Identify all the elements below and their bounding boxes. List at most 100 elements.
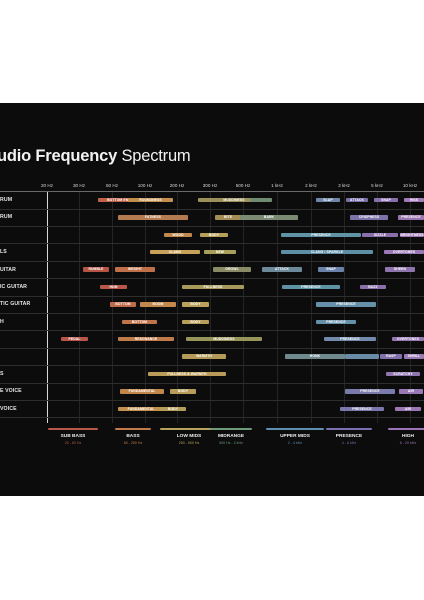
frequency-tick-label: 30 Hz: [72, 183, 86, 188]
frequency-tick-label: 20 Hz: [40, 183, 54, 188]
frequency-band: FUNDAMENTAL: [120, 389, 164, 394]
category-range: 6 - 20 kHz: [399, 441, 417, 446]
frequency-gridline: [177, 191, 178, 423]
frequency-band: BODY: [160, 406, 186, 412]
category-midrange: MIDRANGE 500 Hz - 2 kHz: [210, 428, 252, 445]
frequency-band: SNAP: [318, 267, 344, 272]
instrument-label: VOICE: [0, 405, 17, 412]
category-color-bar: [266, 428, 324, 431]
category-color-bar: [160, 428, 218, 431]
frequency-band: CLANG: [150, 249, 200, 255]
frequency-band: HUM: [100, 284, 127, 290]
category-color-bar: [210, 428, 252, 431]
frequency-band: SHEEN: [385, 267, 415, 272]
row-divider: [0, 278, 424, 279]
category-range: 2 - 4 kHz: [287, 441, 303, 446]
frequency-band: HISS: [404, 197, 424, 203]
frequency-band: BODY: [182, 302, 209, 307]
frequency-band: ATTACK: [346, 197, 368, 203]
frequency-band: FULLNESS & WARMTH: [148, 371, 226, 377]
instrument-label: LS: [0, 249, 7, 256]
frequency-band: GROWL: [213, 267, 251, 272]
category-color-bar: [388, 428, 424, 431]
frequency-band: PEDAL: [61, 336, 88, 342]
row-divider: [0, 312, 424, 314]
row-divider: [0, 225, 424, 227]
title-bold: udio Frequency: [0, 147, 118, 165]
category-range: 500 Hz - 2 kHz: [219, 441, 243, 446]
frequency-band: PRESENCE: [281, 232, 361, 238]
instrument-label: S: [0, 371, 4, 377]
category-color-bar: [48, 428, 98, 431]
instrument-label: RUM: [0, 214, 13, 221]
frequency-tick-label: 1 kHz: [271, 183, 283, 188]
frequency-band: WARMTH: [182, 354, 226, 359]
frequency-tick-label: 200 Hz: [169, 183, 185, 188]
frequency-tick-label: 5 kHz: [371, 183, 383, 188]
frequency-gridline: [210, 191, 211, 423]
poster-title: udio Frequency Spectrum: [0, 147, 191, 166]
category-range: 4 - 6 kHz: [341, 441, 357, 446]
row-divider: [0, 260, 424, 262]
frequency-band: SCRATCHY: [386, 371, 420, 377]
frequency-band: BITE: [215, 215, 241, 220]
frequency-gridline: [277, 191, 278, 423]
frequency-band: PRESENCE: [345, 389, 395, 394]
frequency-band: FATNESS: [118, 215, 188, 220]
category-sub-bass: SUB BASS 20 - 60 Hz: [48, 428, 98, 445]
frequency-band: WOOD: [164, 232, 192, 238]
instrument-label: IC GUITAR: [0, 284, 28, 290]
frequency-tick-label: 10 kHz: [402, 183, 418, 188]
frequency-tick-label: 3 kHz: [338, 183, 350, 188]
frequency-gridline: [311, 191, 312, 423]
instrument-label: TIC GUITAR: [0, 301, 31, 308]
category-range: 60 - 250 Hz: [123, 441, 143, 446]
category-upper-mids: UPPER MIDS 2 - 4 kHz: [266, 428, 324, 445]
frequency-band: BOTTOM: [110, 302, 136, 307]
row-divider: [0, 365, 424, 366]
category-range: 250 - 500 Hz: [178, 441, 200, 446]
category-name: MIDRANGE: [217, 434, 245, 440]
frequency-band: RASP: [380, 354, 402, 359]
row-divider: [0, 382, 424, 384]
row-divider: [0, 399, 424, 401]
frequency-band: RUMBLE: [83, 267, 109, 272]
frequency-band: FULLNESS: [182, 284, 244, 290]
instrument-label: UITAR: [0, 266, 16, 273]
category-color-bar: [326, 428, 372, 431]
frequency-band: SNAP: [374, 197, 398, 203]
row-divider: [0, 243, 424, 244]
frequency-gridline: [112, 191, 113, 423]
frequency-band: FUNDAMENTAL: [118, 406, 164, 412]
instrument-label: E VOICE: [0, 388, 22, 395]
row-divider: [0, 208, 424, 210]
category-name: PRESENCE: [335, 434, 363, 440]
frequency-band: BARK: [240, 215, 298, 220]
row-divider: [0, 347, 424, 349]
frequency-band: PRESENCE: [316, 302, 376, 307]
frequency-band: SIZZLE: [362, 232, 398, 238]
category-presence: PRESENCE 4 - 6 kHz: [326, 428, 372, 445]
category-name: HIGH: [402, 434, 414, 440]
row-divider: [0, 295, 424, 297]
frequency-gridline: [377, 191, 378, 423]
frequency-band: HONK: [285, 354, 345, 359]
frequency-band: BOOM: [140, 302, 176, 307]
label-divider: [47, 191, 48, 423]
frequency-band: AIR: [395, 406, 421, 412]
category-name: UPPER MIDS: [280, 434, 310, 440]
header-divider: [0, 191, 424, 192]
instrument-label: H: [0, 318, 4, 325]
frequency-band: RESONANCE: [118, 336, 174, 342]
category-low-mids: LOW MIDS 250 - 500 Hz: [160, 428, 218, 445]
frequency-tick-label: 50 Hz: [105, 183, 119, 188]
frequency-band: BODY: [170, 389, 196, 394]
category-high: HIGH 6 - 20 kHz: [388, 428, 424, 445]
frequency-gridline: [145, 191, 146, 423]
frequency-band: PRESENCE: [398, 215, 424, 220]
category-color-bar: [115, 428, 151, 431]
category-range: 20 - 60 Hz: [64, 441, 82, 446]
spectrum-poster: udio Frequency Spectrum 20 Hz 30 Hz 50 Hz 1…: [0, 103, 424, 496]
frequency-band: [345, 354, 379, 359]
frequency-band: PRESENCE: [324, 336, 376, 342]
